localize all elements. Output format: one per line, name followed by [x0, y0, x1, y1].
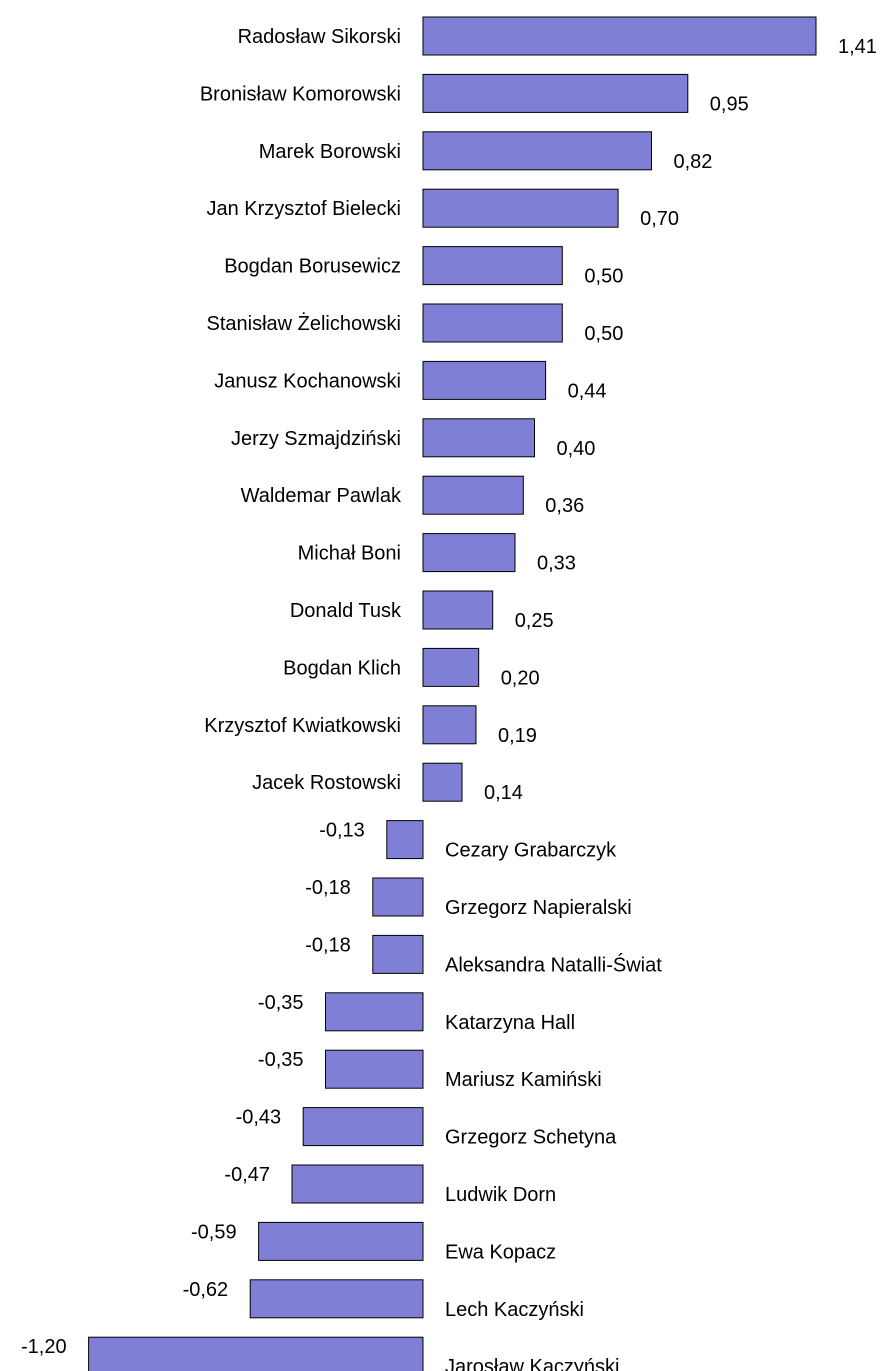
bar [422, 360, 547, 400]
bar [302, 1107, 424, 1147]
value-label: -0,62 [183, 1279, 229, 1301]
bar [325, 992, 424, 1032]
value-label: 0,82 [674, 151, 713, 173]
value-label: -0,13 [319, 820, 365, 842]
bar [422, 131, 652, 171]
category-label: Bogdan Klich [283, 657, 401, 679]
category-label: Jarosław Kaczyński [445, 1356, 620, 1371]
category-label: Grzegorz Napieralski [445, 897, 632, 919]
bar [372, 877, 424, 917]
value-label: 0,14 [484, 782, 523, 804]
category-label: Bogdan Borusewicz [224, 256, 401, 278]
value-label: -0,35 [258, 992, 304, 1014]
category-label: Donald Tusk [290, 600, 402, 622]
value-label: 1,41 [838, 36, 877, 58]
category-label: Krzysztof Kwiatkowski [204, 715, 401, 737]
category-label: Marek Borowski [259, 141, 401, 163]
bars-layer [88, 16, 817, 1371]
category-label: Jacek Rostowski [252, 772, 401, 794]
bar [422, 533, 516, 573]
bar [422, 590, 494, 630]
value-label: 0,19 [498, 725, 537, 747]
category-label: Jerzy Szmajdziński [231, 428, 401, 450]
value-label: 0,25 [515, 610, 554, 632]
category-label: Grzegorz Schetyna [445, 1127, 617, 1149]
value-label: -0,59 [191, 1221, 237, 1243]
category-label: Mariusz Kamiński [445, 1069, 602, 1091]
value-label: -0,35 [258, 1049, 304, 1071]
category-label: Lech Kaczyński [445, 1299, 584, 1321]
bar [422, 16, 817, 56]
category-label: Radosław Sikorski [238, 26, 401, 48]
value-label: -0,43 [236, 1107, 282, 1129]
bar [325, 1049, 424, 1089]
value-label: 0,70 [640, 208, 679, 230]
bar [422, 418, 535, 458]
category-label: Janusz Kochanowski [214, 370, 401, 392]
category-label: Aleksandra Natalli-Świat [445, 952, 662, 976]
bar [422, 188, 619, 228]
bar [422, 647, 480, 687]
bar [422, 762, 463, 802]
value-label: 0,20 [501, 667, 540, 689]
category-label: Bronisław Komorowski [200, 83, 401, 105]
value-label: -1,20 [21, 1336, 67, 1358]
value-label: 0,50 [584, 266, 623, 288]
value-label: 0,44 [568, 380, 607, 402]
bar [291, 1164, 424, 1204]
category-label: Ludwik Dorn [445, 1184, 556, 1206]
bar [249, 1279, 424, 1319]
bar [422, 73, 689, 113]
category-label: Cezary Grabarczyk [445, 840, 617, 862]
value-label: -0,47 [224, 1164, 270, 1186]
category-label: Waldemar Pawlak [241, 485, 402, 507]
bar [372, 934, 424, 974]
value-label: 0,36 [545, 495, 584, 517]
bar [386, 820, 424, 860]
value-label: 0,40 [557, 438, 596, 460]
value-label: 0,50 [584, 323, 623, 345]
bar [88, 1336, 424, 1371]
category-label: Stanisław Żelichowski [206, 312, 401, 335]
value-label: 0,33 [537, 553, 576, 575]
category-label: Michał Boni [298, 543, 401, 565]
bar [422, 303, 563, 343]
category-label: Ewa Kopacz [445, 1241, 556, 1263]
bar [258, 1221, 424, 1261]
value-label: -0,18 [305, 934, 351, 956]
value-label: -0,18 [305, 877, 351, 899]
category-label: Katarzyna Hall [445, 1012, 575, 1034]
category-label: Jan Krzysztof Bielecki [206, 198, 401, 220]
bar [422, 705, 477, 745]
bar [422, 246, 563, 286]
bar [422, 475, 524, 515]
labels-layer: Radosław Sikorski 1,41 Bronisław Komorowsk… [21, 26, 877, 1371]
value-label: 0,95 [710, 93, 749, 115]
